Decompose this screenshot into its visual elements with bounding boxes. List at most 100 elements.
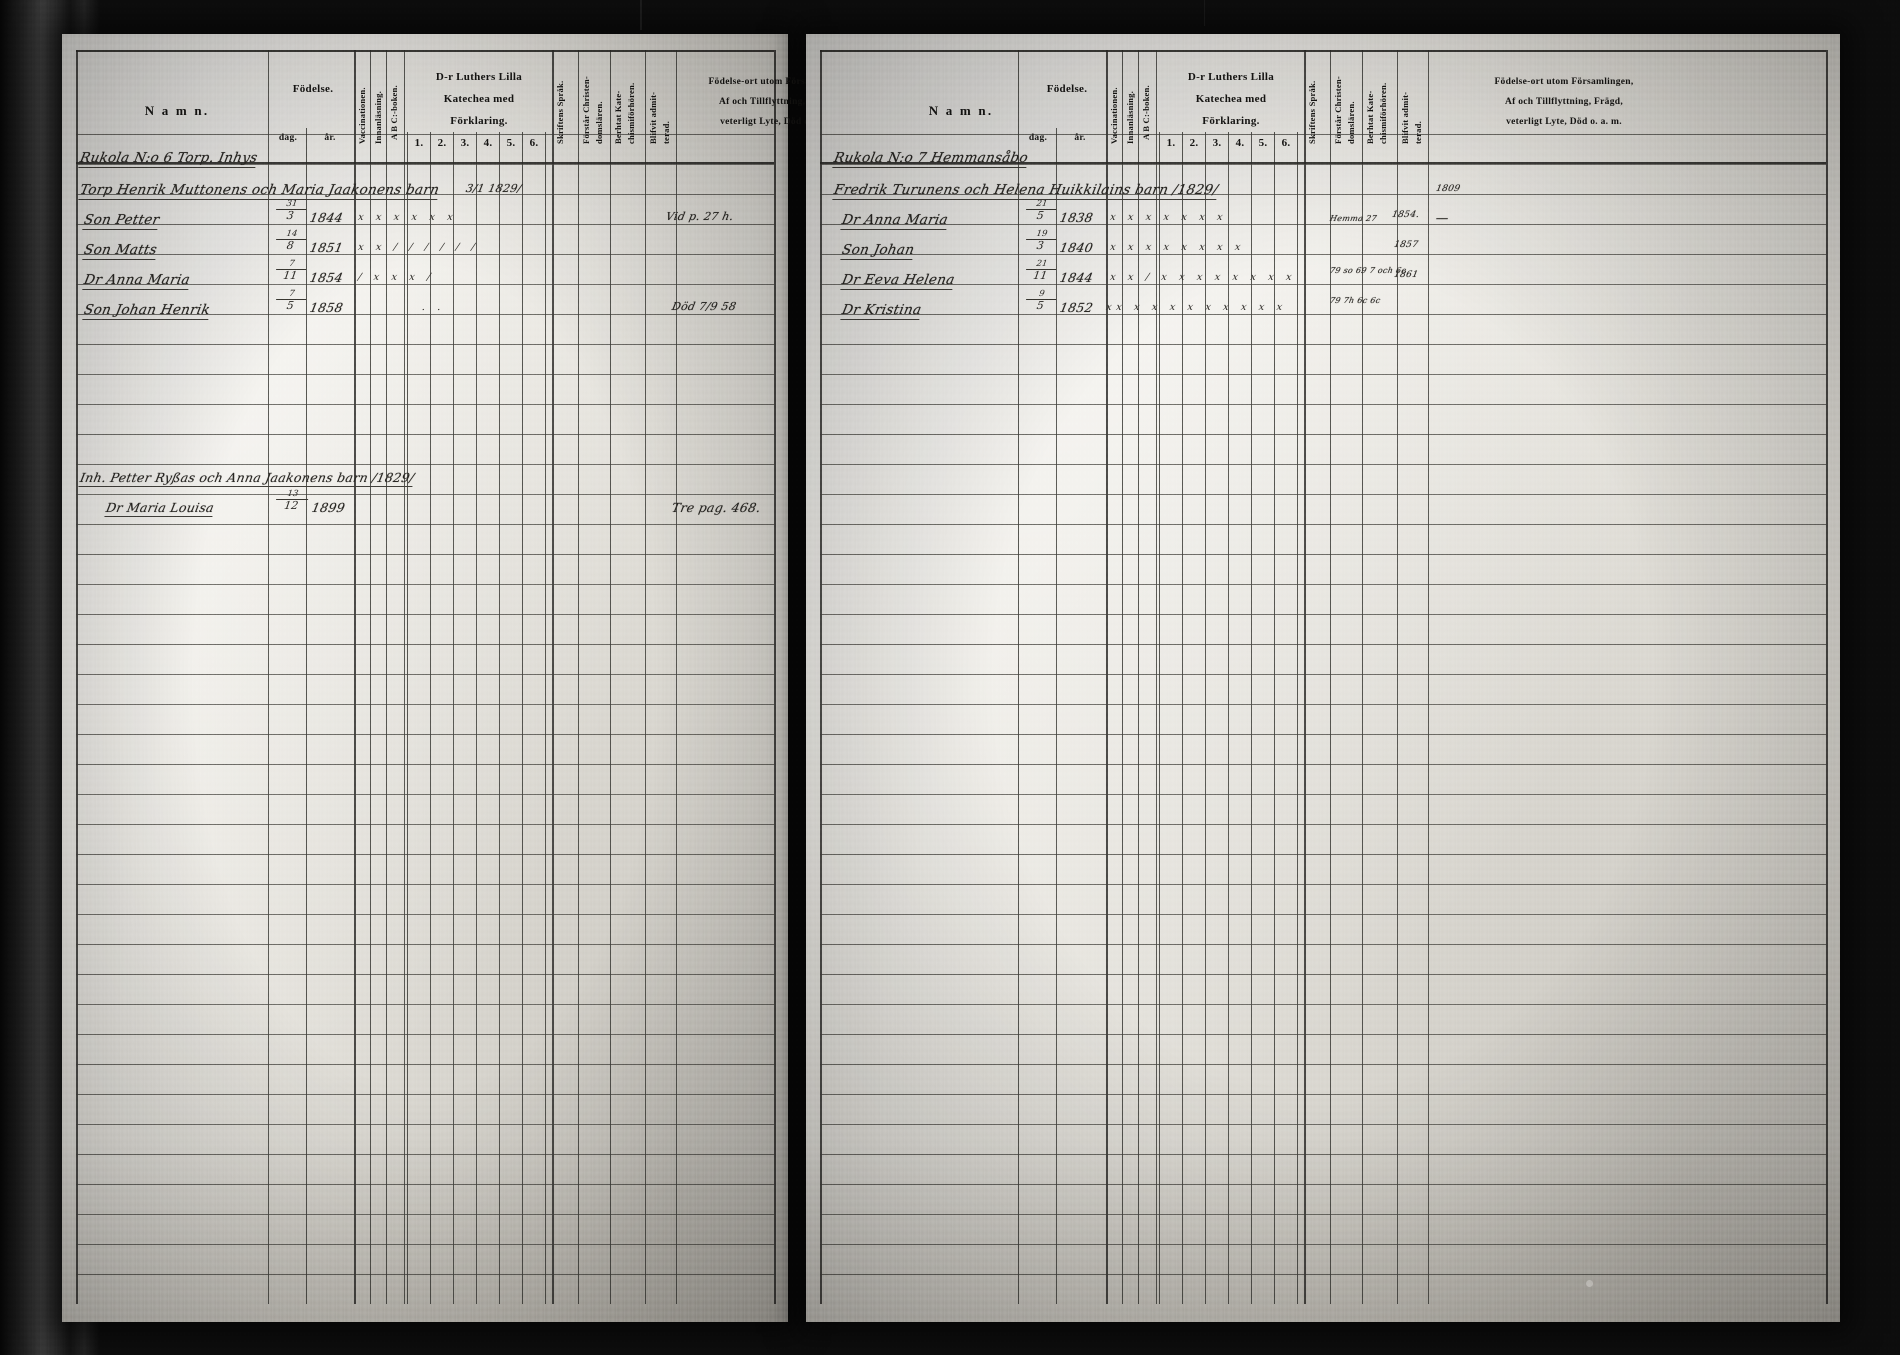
entry-ar-3: 1858: [308, 300, 345, 315]
table-row-rule: [820, 224, 1826, 225]
table-row-rule: [820, 254, 1826, 255]
katekes-num-1-right: 1.: [1166, 137, 1176, 149]
table-column-rule: [645, 50, 646, 1304]
entry-tail-right-0: —: [1434, 210, 1451, 225]
table-column-rule: [1274, 132, 1275, 1304]
column-header-fodelse-right: Födelse.: [1046, 83, 1088, 95]
table-row-rule: [820, 374, 1826, 375]
entry-marks-0: x x x x x x: [357, 212, 459, 223]
table-row-rule: [820, 1274, 1826, 1275]
column-header-katekes-line2: Katechea med: [443, 93, 515, 105]
entry-note-3: Död 7/9 58: [670, 300, 738, 313]
table-column-rule: [370, 50, 371, 1304]
table-column-rule: [545, 132, 546, 1304]
table-row-rule: [820, 1064, 1826, 1065]
entry-name-right-0: Dr Anna Maria: [840, 212, 950, 230]
entry-dag-2: 7 11: [274, 259, 308, 282]
table-column-rule: [676, 50, 677, 1304]
table-column-rule: [774, 50, 776, 1304]
table-column-rule: [1182, 132, 1183, 1304]
table-row-rule: [820, 1244, 1826, 1245]
katekes-num-6: 6.: [529, 137, 539, 149]
table-column-rule: [407, 132, 408, 1304]
entry-marks-1: x x / / / / / /: [357, 242, 481, 253]
second-family-line-left: Inh. Petter Ryßas och Anna Jaakonens bar…: [78, 470, 416, 487]
second-entry-name-0: Dr Maria Louisa: [104, 500, 216, 517]
table-column-rule: [499, 132, 500, 1304]
table-column-rule: [430, 132, 431, 1304]
table-row-rule: [76, 1244, 774, 1245]
table-column-rule: [306, 128, 307, 1304]
katekes-num-4-right: 4.: [1235, 137, 1245, 149]
table-row-rule: [76, 50, 774, 52]
column-header-forstar-2-right: domslären.: [1346, 101, 1356, 144]
table-row-rule: [76, 314, 774, 315]
table-row-rule: [820, 854, 1826, 855]
table-row-rule: [76, 1064, 774, 1065]
table-row-rule: [76, 974, 774, 975]
column-header-ar: år.: [324, 133, 336, 143]
table-row-rule: [76, 1214, 774, 1215]
table-row-rule: [76, 1094, 774, 1095]
table-row-rule: [76, 464, 774, 465]
entry-name-0: Son Petter: [82, 212, 161, 230]
table-row-rule: [76, 224, 774, 225]
table-row-rule: [76, 1124, 774, 1125]
column-header-fodelseort-2-right: Af och Tillflyttning, Frägd,: [1504, 97, 1624, 107]
table-row-rule: [820, 974, 1826, 975]
table-column-rule: [1397, 50, 1398, 1304]
table-column-rule: [1159, 132, 1160, 1304]
column-header-blifvit-admitterad-1: Blifvit admit-: [648, 91, 658, 144]
column-header-fodelse: Födelse.: [292, 83, 334, 95]
column-header-forstar-1-right: Förstår Christen-: [1333, 76, 1343, 144]
table-row-rule: [820, 1154, 1826, 1155]
table-row-rule: [76, 374, 774, 375]
table-row-rule: [820, 734, 1826, 735]
column-header-ar-right: år.: [1074, 133, 1086, 143]
column-header-skriftens-sprak-right: Skriftens Språk.: [1307, 80, 1317, 144]
entry-marks-3: . .: [421, 302, 446, 313]
table-row-rule: [76, 554, 774, 555]
table-row-rule: [76, 734, 774, 735]
entry-marks-right-1: x x x x x x x x: [1109, 242, 1246, 253]
entry-marks-2: / x x x /: [357, 272, 436, 283]
entry-dag-3: 7 5: [274, 289, 308, 312]
table-column-rule: [1228, 132, 1229, 1304]
column-header-forstar-christendomslaren-1: Förstår Christen-: [581, 76, 591, 144]
table-row-rule: [76, 404, 774, 405]
entry-ar-2: 1854: [308, 270, 345, 285]
table-row-rule: [76, 884, 774, 885]
entry-dag-right-2: 21 11: [1024, 259, 1058, 282]
table-column-rule: [1826, 50, 1828, 1304]
table-row-rule: [820, 494, 1826, 495]
entry-dag-1: 14 8: [274, 229, 308, 252]
column-header-fodelseort-1-right: Födelse-ort utom Församlingen,: [1494, 77, 1634, 87]
table-row-rule: [76, 674, 774, 675]
column-header-fodelseort-3-right: veterligt Lyte, Död o. a. m.: [1506, 117, 1622, 127]
table-row-rule: [76, 134, 774, 135]
table-row-rule: [76, 764, 774, 765]
table-row-rule: [820, 824, 1826, 825]
entry-dag-right-0: 21 5: [1024, 199, 1058, 222]
table-row-rule: [76, 824, 774, 825]
table-grid-left: [62, 34, 788, 1322]
table-row-rule: [76, 164, 774, 165]
table-column-rule: [1106, 50, 1108, 1304]
register-page-left: N a m n. Födelse. dag. år. Vaccinationen…: [62, 34, 847, 1322]
household-heading-right: Rukola N:o 7 Hemmansåbo: [832, 150, 1030, 168]
column-header-blifvit-admitterad-2: terad.: [661, 121, 671, 144]
column-header-namn: N a m n.: [144, 103, 210, 118]
table-row-rule: [820, 164, 1826, 165]
family-line-left: Torp Henrik Muttonens och Maria Jaakonen…: [78, 182, 441, 200]
table-row-rule: [820, 464, 1826, 465]
entry-name-right-3: Dr Kristina: [840, 302, 923, 320]
table-row-rule: [820, 314, 1826, 315]
table-row-rule: [76, 494, 774, 495]
column-header-fodelseort-2: Af och Tillflyttning, Frägd,: [718, 97, 838, 107]
table-column-rule: [522, 132, 523, 1304]
table-row-rule: [820, 674, 1826, 675]
table-column-rule: [1122, 50, 1123, 1304]
table-column-rule: [1138, 50, 1139, 1304]
table-row-rule: [76, 584, 774, 585]
household-heading-left: Rukola N:o 6 Torp. Inhys: [78, 150, 259, 168]
